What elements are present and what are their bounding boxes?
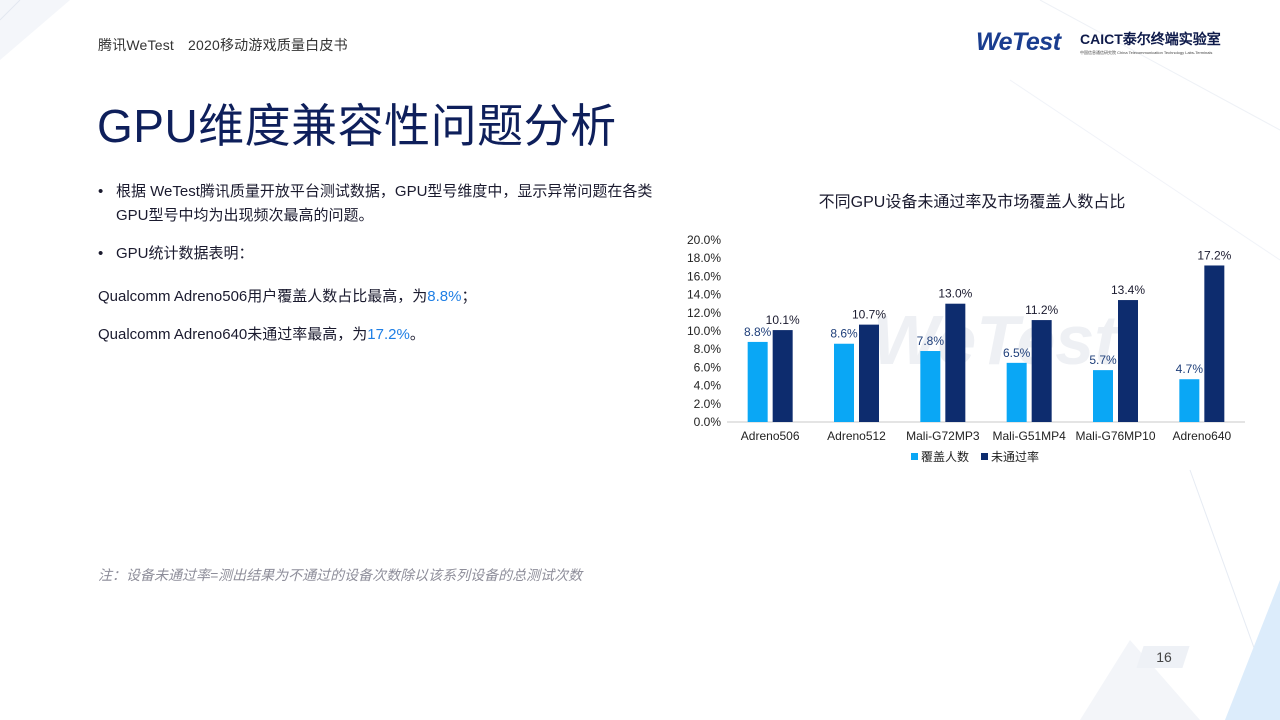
x-tick-label: Mali-G76MP10 [1075,429,1155,443]
data-label-coverage: 4.7% [1176,362,1204,376]
legend-label-fail-rate: 未通过率 [991,449,1039,464]
data-label-fail-rate: 13.4% [1111,283,1145,297]
caict-logo-cn: 泰尔终端实验室 [1122,31,1221,47]
x-tick-label: Mali-G51MP4 [992,429,1066,443]
legend-label-coverage: 覆盖人数 [921,449,969,464]
data-label-fail-rate: 10.1% [766,313,800,327]
caict-logo-subtitle: 中国信息通信研究院 China Telecommunication Techno… [1080,50,1213,55]
data-label-coverage: 7.8% [917,334,945,348]
data-label-fail-rate: 10.7% [852,308,886,322]
data-label-fail-rate: 11.2% [1025,303,1058,317]
data-label-coverage: 5.7% [1089,353,1117,367]
data-label-coverage: 8.6% [830,327,858,341]
x-tick-label: Mali-G72MP3 [906,429,980,443]
bullet-text: 根据 WeTest腾讯质量开放平台测试数据，GPU型号维度中，显示异常问题在各类… [116,183,653,224]
x-tick-label: Adreno512 [827,429,886,443]
header-report-name: 2020移动游戏质量白皮书 [188,37,348,53]
wetest-logo: WeTest [976,28,1061,56]
stat-line-fail-rate: Qualcomm Adreno640未通过率最高，为17.2%。 [98,323,425,344]
stat-suffix: ； [461,288,477,305]
chart-title: 不同GPU设备未通过率及市场覆盖人数占比 [819,193,1126,211]
y-tick-label: 20.0% [687,233,721,247]
y-tick-label: 2.0% [694,397,722,411]
bar-fail-rate [945,303,966,422]
y-tick-label: 16.0% [687,269,721,283]
bar-coverage [1093,370,1113,422]
y-tick-label: 6.0% [694,360,722,374]
bar-fail-rate [772,330,793,422]
bar-fail-rate [1204,265,1225,422]
bar-coverage [1006,362,1027,422]
bar-coverage [920,351,941,422]
bar-coverage [834,343,854,422]
bar-fail-rate [1031,320,1052,422]
page-number: 16 [1156,649,1172,665]
stat-suffix: 。 [409,326,425,343]
stat-text: Qualcomm Adreno506用户覆盖人数占比最高，为 [98,288,428,305]
caict-logo: CAICT泰尔终端实验室 中国信息通信研究院 China Telecommuni… [1080,29,1221,56]
legend-swatch-fail-rate [981,453,988,460]
y-tick-label: 4.0% [694,379,722,393]
stat-line-coverage: Qualcomm Adreno506用户覆盖人数占比最高，为8.8%； [98,285,476,306]
bullet-item: • GPU统计数据表明： [98,242,668,266]
x-tick-label: Adreno506 [741,429,800,443]
bullet-dot-icon: • [98,183,104,200]
y-tick-label: 14.0% [687,288,721,302]
data-label-coverage: 6.5% [1003,346,1031,360]
header-breadcrumb: 腾讯WeTest 2020移动游戏质量白皮书 [98,35,362,55]
bar-coverage [747,341,768,422]
y-tick-label: 12.0% [687,306,721,320]
chart-watermark: WeTest [872,301,1120,379]
data-label-fail-rate: 17.2% [1197,248,1231,262]
gpu-bar-chart: WeTest 不同GPU设备未通过率及市场覆盖人数占比 0.0% 2.0% 4.0% 6.… [687,193,1245,464]
caict-logo-mark: CAICT [1080,31,1123,47]
bar-fail-rate [1118,300,1138,422]
y-tick-label: 10.0% [687,324,721,338]
y-tick-label: 8.0% [694,342,722,356]
bullet-dot-icon: • [98,245,104,262]
y-tick-label: 0.0% [694,415,722,429]
stat-text: Qualcomm Adreno640未通过率最高，为 [98,326,368,343]
stat-value: 8.8% [427,288,462,305]
page-title: GPU维度兼容性问题分析 [97,100,617,152]
legend-swatch-coverage [911,453,918,460]
x-tick-label: Adreno640 [1172,429,1231,443]
footnote: 注：设备未通过率=测出结果为不通过的设备次数除以该系列设备的总测试次数 [98,567,583,583]
bar-coverage [1179,379,1200,422]
header-brand: 腾讯WeTest [98,37,175,53]
bullet-text: GPU统计数据表明： [116,245,254,262]
data-label-fail-rate: 13.0% [938,287,972,301]
y-tick-label: 18.0% [687,251,721,265]
data-label-coverage: 8.8% [744,325,772,339]
bullet-item: • 根据 WeTest腾讯质量开放平台测试数据，GPU型号维度中，显示异常问题在… [98,180,668,228]
stat-value: 17.2% [367,326,410,343]
bar-fail-rate [859,324,879,422]
